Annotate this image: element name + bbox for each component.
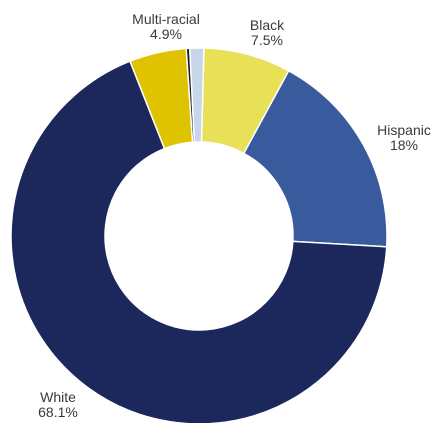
label-black: Black 7.5% xyxy=(250,18,284,48)
label-multi-racial-value: 4.9% xyxy=(150,26,182,42)
slice-unlabeled-5 xyxy=(188,47,205,143)
label-black-name: Black xyxy=(249,17,285,33)
slice-white xyxy=(10,60,388,423)
label-white-value: 68.1% xyxy=(38,404,78,420)
label-white-name: White xyxy=(40,389,76,405)
label-white: White 68.1% xyxy=(38,390,78,420)
slice-hispanic xyxy=(242,69,388,248)
label-multi-racial-name: Multi-racial xyxy=(132,11,200,27)
label-black-value: 7.5% xyxy=(251,32,283,48)
label-hispanic: Hispanic 18% xyxy=(377,123,431,153)
label-hispanic-name: Hispanic xyxy=(377,122,431,138)
label-hispanic-value: 18% xyxy=(389,137,419,153)
label-multi-racial: Multi-racial 4.9% xyxy=(132,12,200,42)
